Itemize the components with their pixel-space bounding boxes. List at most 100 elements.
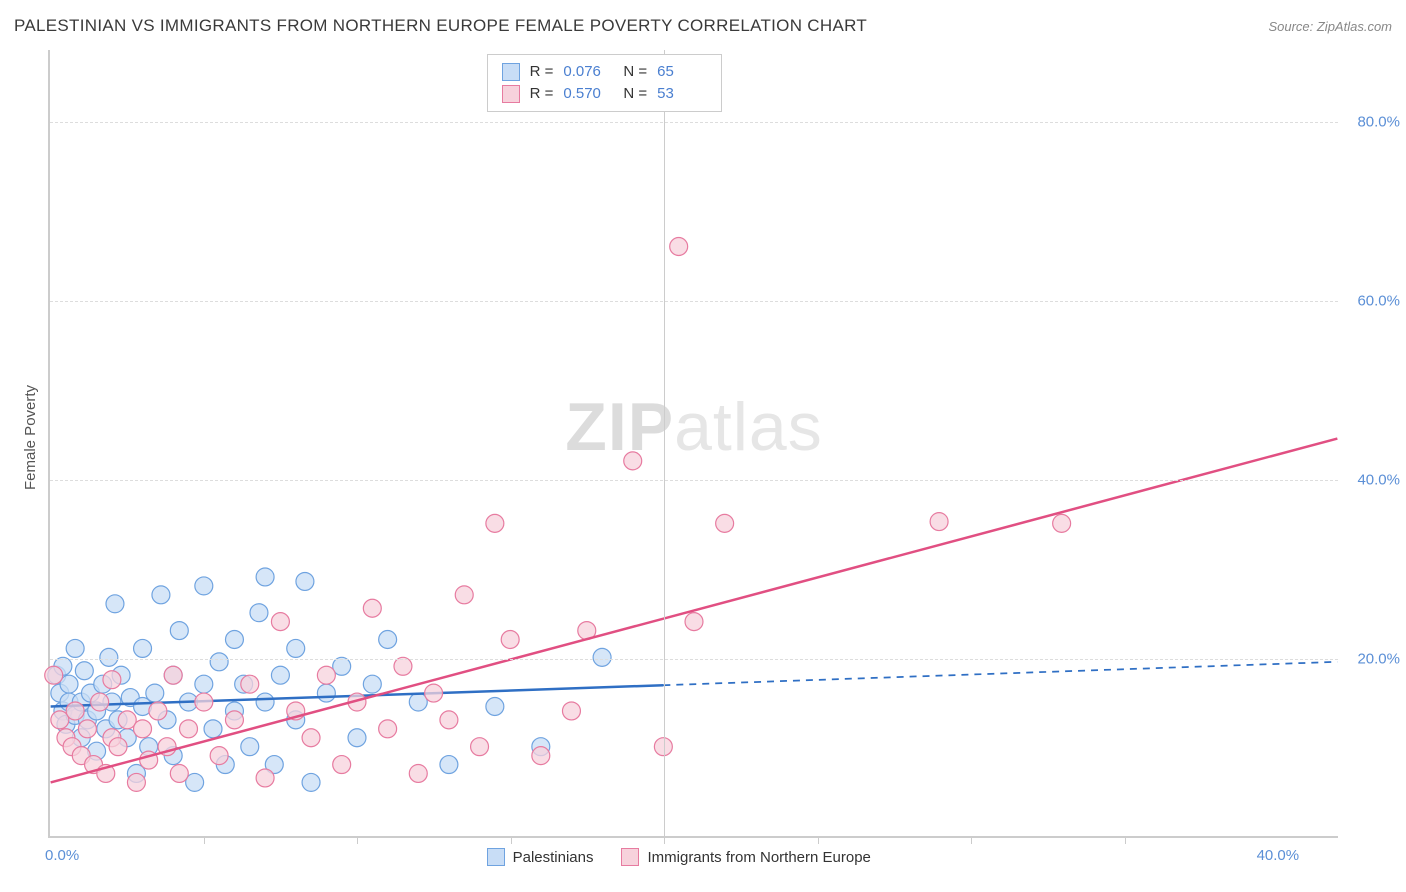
scatter-point [210, 747, 228, 765]
scatter-point [287, 711, 305, 729]
scatter-point [440, 756, 458, 774]
y-tick-label: 60.0% [1357, 292, 1400, 309]
scatter-point [225, 631, 243, 649]
scatter-point [317, 684, 335, 702]
scatter-point [72, 747, 90, 765]
scatter-point [54, 657, 72, 675]
scatter-point [170, 622, 188, 640]
scatter-point [532, 738, 550, 756]
trend-line [51, 439, 1338, 783]
scatter-point [109, 711, 127, 729]
plot-area: ZIPatlas 20.0%40.0%60.0%80.0%0.0%40.0% [48, 50, 1338, 838]
scatter-point [103, 693, 121, 711]
scatter-point [60, 675, 78, 693]
scatter-point [51, 711, 69, 729]
legend-row: R =0.570N =53 [502, 83, 708, 105]
grid-line [50, 480, 1338, 481]
scatter-point [81, 684, 99, 702]
scatter-point [158, 738, 176, 756]
scatter-point [296, 572, 314, 590]
scatter-point [348, 693, 366, 711]
scatter-point [97, 720, 115, 738]
trend-line-extrapolated [663, 662, 1337, 685]
scatter-point [180, 720, 198, 738]
legend-r-value: 0.570 [563, 83, 613, 105]
x-tick-mark [511, 836, 512, 844]
scatter-point [333, 657, 351, 675]
scatter-point [195, 693, 213, 711]
scatter-point [271, 613, 289, 631]
scatter-point [250, 604, 268, 622]
scatter-point [140, 738, 158, 756]
scatter-point [51, 684, 69, 702]
legend-series-label: Immigrants from Northern Europe [647, 849, 870, 866]
scatter-point [409, 693, 427, 711]
scatter-point [149, 702, 167, 720]
scatter-point [146, 684, 164, 702]
scatter-point [164, 666, 182, 684]
x-tick-right: 40.0% [1257, 847, 1300, 864]
scatter-point [287, 702, 305, 720]
scatter-point [186, 773, 204, 791]
scatter-point [440, 711, 458, 729]
legend-r-label: R = [530, 61, 554, 83]
scatter-point [78, 711, 96, 729]
grid-line [50, 122, 1338, 123]
scatter-point [363, 599, 381, 617]
scatter-point [486, 698, 504, 716]
x-tick-mark [204, 836, 205, 844]
y-tick-label: 40.0% [1357, 471, 1400, 488]
scatter-point [134, 720, 152, 738]
legend-series-label: Palestinians [513, 849, 594, 866]
scatter-point [302, 773, 320, 791]
scatter-point [455, 586, 473, 604]
scatter-point [118, 711, 136, 729]
y-tick-label: 20.0% [1357, 650, 1400, 667]
scatter-point [256, 568, 274, 586]
scatter-point [94, 675, 112, 693]
chart-svg [50, 50, 1338, 836]
scatter-point [170, 765, 188, 783]
legend-n-label: N = [623, 83, 647, 105]
scatter-point [63, 738, 81, 756]
scatter-point [501, 631, 519, 649]
legend-r-value: 0.076 [563, 61, 613, 83]
scatter-point [100, 648, 118, 666]
scatter-point [409, 765, 427, 783]
x-tick-mark [357, 836, 358, 844]
legend-swatch [487, 848, 505, 866]
scatter-point [379, 720, 397, 738]
scatter-point [66, 706, 84, 724]
legend-series-item: Immigrants from Northern Europe [621, 848, 870, 866]
scatter-point [302, 729, 320, 747]
scatter-point [379, 631, 397, 649]
grid-line [50, 301, 1338, 302]
chart-title: PALESTINIAN VS IMMIGRANTS FROM NORTHERN … [14, 16, 867, 36]
scatter-point [103, 671, 121, 689]
scatter-point [716, 514, 734, 532]
scatter-point [164, 747, 182, 765]
x-tick-left: 0.0% [45, 847, 79, 864]
scatter-point [48, 666, 66, 684]
scatter-point [75, 662, 93, 680]
legend-correlation: R =0.076N =65R =0.570N =53 [487, 54, 723, 112]
scatter-point [624, 452, 642, 470]
scatter-point [54, 702, 72, 720]
scatter-point [471, 738, 489, 756]
grid-line [50, 659, 1338, 660]
scatter-point [118, 729, 136, 747]
x-tick-mark [664, 836, 665, 844]
x-tick-mark [1125, 836, 1126, 844]
scatter-point [106, 595, 124, 613]
trend-line [51, 685, 664, 706]
scatter-point [85, 756, 103, 774]
scatter-point [91, 693, 109, 711]
scatter-point [152, 586, 170, 604]
scatter-point [45, 666, 63, 684]
scatter-point [265, 756, 283, 774]
legend-swatch [621, 848, 639, 866]
watermark-bold: ZIP [565, 389, 674, 465]
source-label: Source: ZipAtlas.com [1268, 19, 1392, 34]
scatter-point [72, 729, 90, 747]
scatter-point [1053, 514, 1071, 532]
